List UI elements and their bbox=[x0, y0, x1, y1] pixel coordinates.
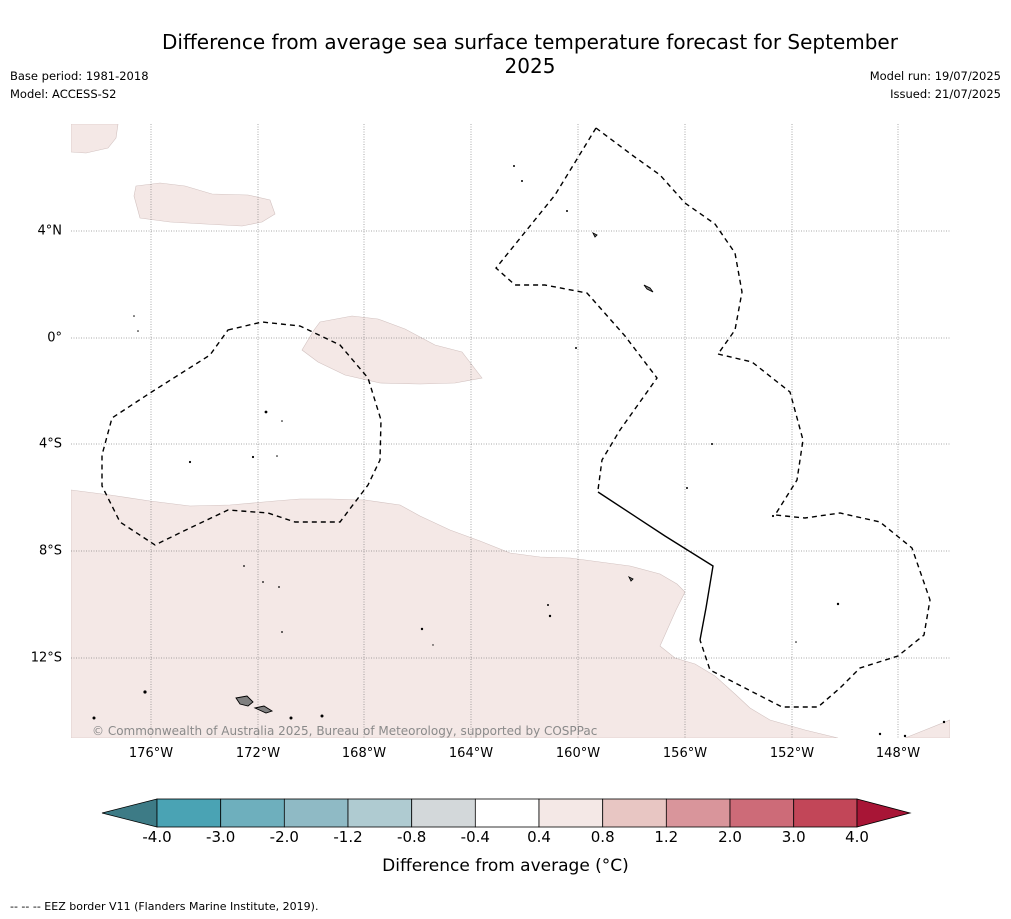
colorbar-tick: 0.4 bbox=[527, 828, 551, 846]
map-title: Difference from average sea surface temp… bbox=[162, 30, 898, 78]
model-run-text: Model run: 19/07/2025 bbox=[869, 69, 1001, 83]
island-shape bbox=[235, 695, 254, 707]
meta-right: Model run: 19/07/2025 Issued: 21/07/2025 bbox=[870, 67, 1001, 103]
colorbar-tick: -2.0 bbox=[269, 828, 299, 846]
copyright-notice: © Commonwealth of Australia 2025, Bureau… bbox=[92, 724, 598, 738]
colorbar-segment bbox=[729, 798, 795, 828]
island-shape bbox=[627, 575, 634, 582]
colorbar-tick: 2.0 bbox=[718, 828, 742, 846]
lon-label: 172°W bbox=[235, 746, 281, 761]
eez-border-west bbox=[101, 321, 382, 546]
lat-label: 8°S bbox=[38, 543, 62, 559]
lat-label: 4°S bbox=[38, 436, 62, 452]
base-period-text: Base period: 1981-2018 bbox=[10, 69, 149, 83]
colorbar bbox=[101, 798, 912, 828]
lon-label: 148°W bbox=[875, 746, 921, 761]
colorbar-tick: -4.0 bbox=[142, 828, 172, 846]
small-islands bbox=[92, 165, 946, 738]
island-shape bbox=[253, 705, 274, 714]
eez-border-north bbox=[595, 127, 743, 355]
colorbar-tick: -1.2 bbox=[333, 828, 363, 846]
lon-label: 152°W bbox=[769, 746, 815, 761]
anomaly-region bbox=[133, 182, 276, 227]
colorbar-tick: 0.8 bbox=[590, 828, 615, 846]
anomaly-region bbox=[301, 315, 483, 385]
eez-solid-segment bbox=[597, 491, 714, 641]
colorbar-tick: 1.2 bbox=[654, 828, 679, 846]
colorbar-segment bbox=[665, 798, 731, 828]
colorbar-segment bbox=[602, 798, 667, 828]
colorbar-tick: 4.0 bbox=[845, 828, 869, 846]
colorbar-tick: -0.8 bbox=[397, 828, 427, 846]
anomaly-region bbox=[71, 124, 119, 154]
colorbar-segment bbox=[793, 798, 858, 828]
lon-label: 156°W bbox=[662, 746, 708, 761]
colorbar-tick: -3.0 bbox=[206, 828, 236, 846]
lon-label: 168°W bbox=[341, 746, 387, 761]
lat-label: 0° bbox=[47, 330, 62, 346]
colorbar-segment bbox=[347, 798, 413, 828]
forecast-field bbox=[71, 124, 950, 738]
colorbar-segment bbox=[220, 798, 285, 828]
colorbar-segment bbox=[283, 798, 349, 828]
colorbar-extend-high bbox=[856, 798, 912, 828]
lon-label: 176°W bbox=[128, 746, 174, 761]
anomaly-region bbox=[71, 489, 839, 738]
anomaly-region bbox=[904, 719, 950, 738]
meta-left: Base period: 1981-2018 Model: ACCESS-S2 bbox=[10, 67, 149, 103]
model-text: Model: ACCESS-S2 bbox=[10, 87, 117, 101]
colorbar-segment bbox=[538, 798, 604, 828]
eez-footnote: -- -- -- EEZ border V11 (Flanders Marine… bbox=[10, 900, 319, 913]
colorbar-tick: 3.0 bbox=[781, 828, 806, 846]
colorbar-extend-low bbox=[101, 798, 158, 828]
colorbar-segment bbox=[411, 798, 476, 828]
lon-label: 160°W bbox=[555, 746, 601, 761]
colorbar-tick: -0.4 bbox=[460, 828, 490, 846]
island-shape bbox=[643, 284, 654, 293]
eez-borders bbox=[101, 127, 931, 708]
colorbar-segment bbox=[474, 798, 540, 828]
lat-label: 12°S bbox=[30, 650, 62, 666]
colorbar-label: Difference from average (°C) bbox=[382, 856, 629, 876]
lat-label: 4°N bbox=[37, 223, 63, 239]
eez-border-central bbox=[495, 127, 658, 491]
land-islands bbox=[235, 231, 654, 714]
island-shape bbox=[591, 231, 598, 238]
graticule bbox=[71, 124, 950, 738]
eez-border-east bbox=[699, 353, 931, 708]
issued-text: Issued: 21/07/2025 bbox=[890, 87, 1001, 101]
colorbar-segment bbox=[156, 798, 222, 828]
lon-label: 164°W bbox=[448, 746, 494, 761]
